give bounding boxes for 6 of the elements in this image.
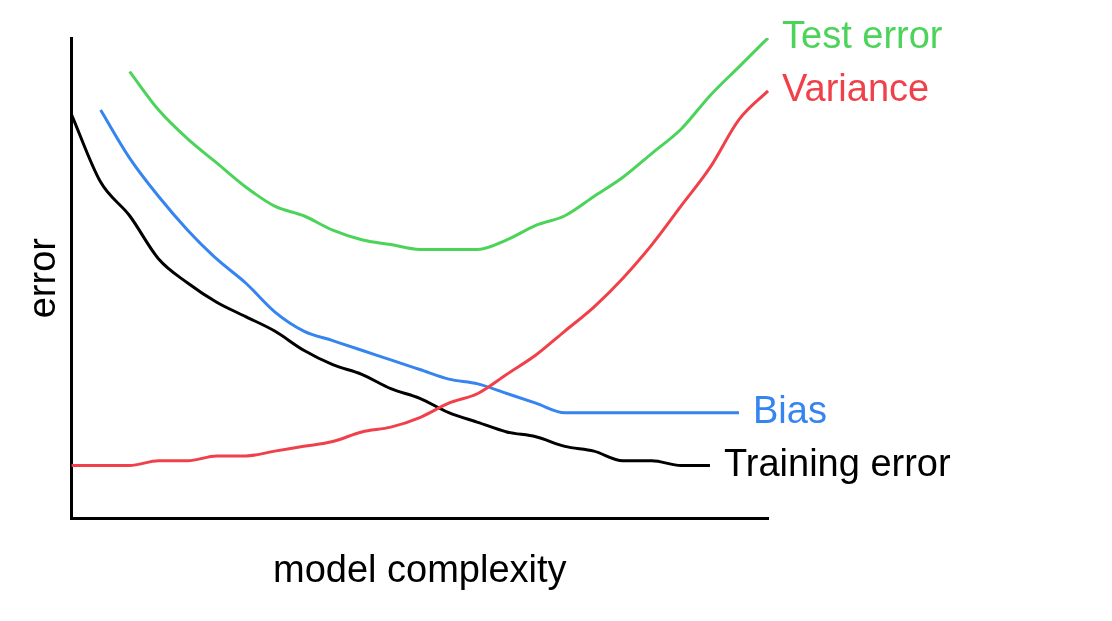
series-label: Variance (782, 67, 930, 110)
x-axis-title: model complexity (273, 547, 567, 590)
series-label: Training error (723, 442, 951, 485)
series-label: Bias (752, 389, 827, 432)
series-label: Test error (782, 14, 943, 57)
y-axis-title: error (21, 237, 64, 319)
